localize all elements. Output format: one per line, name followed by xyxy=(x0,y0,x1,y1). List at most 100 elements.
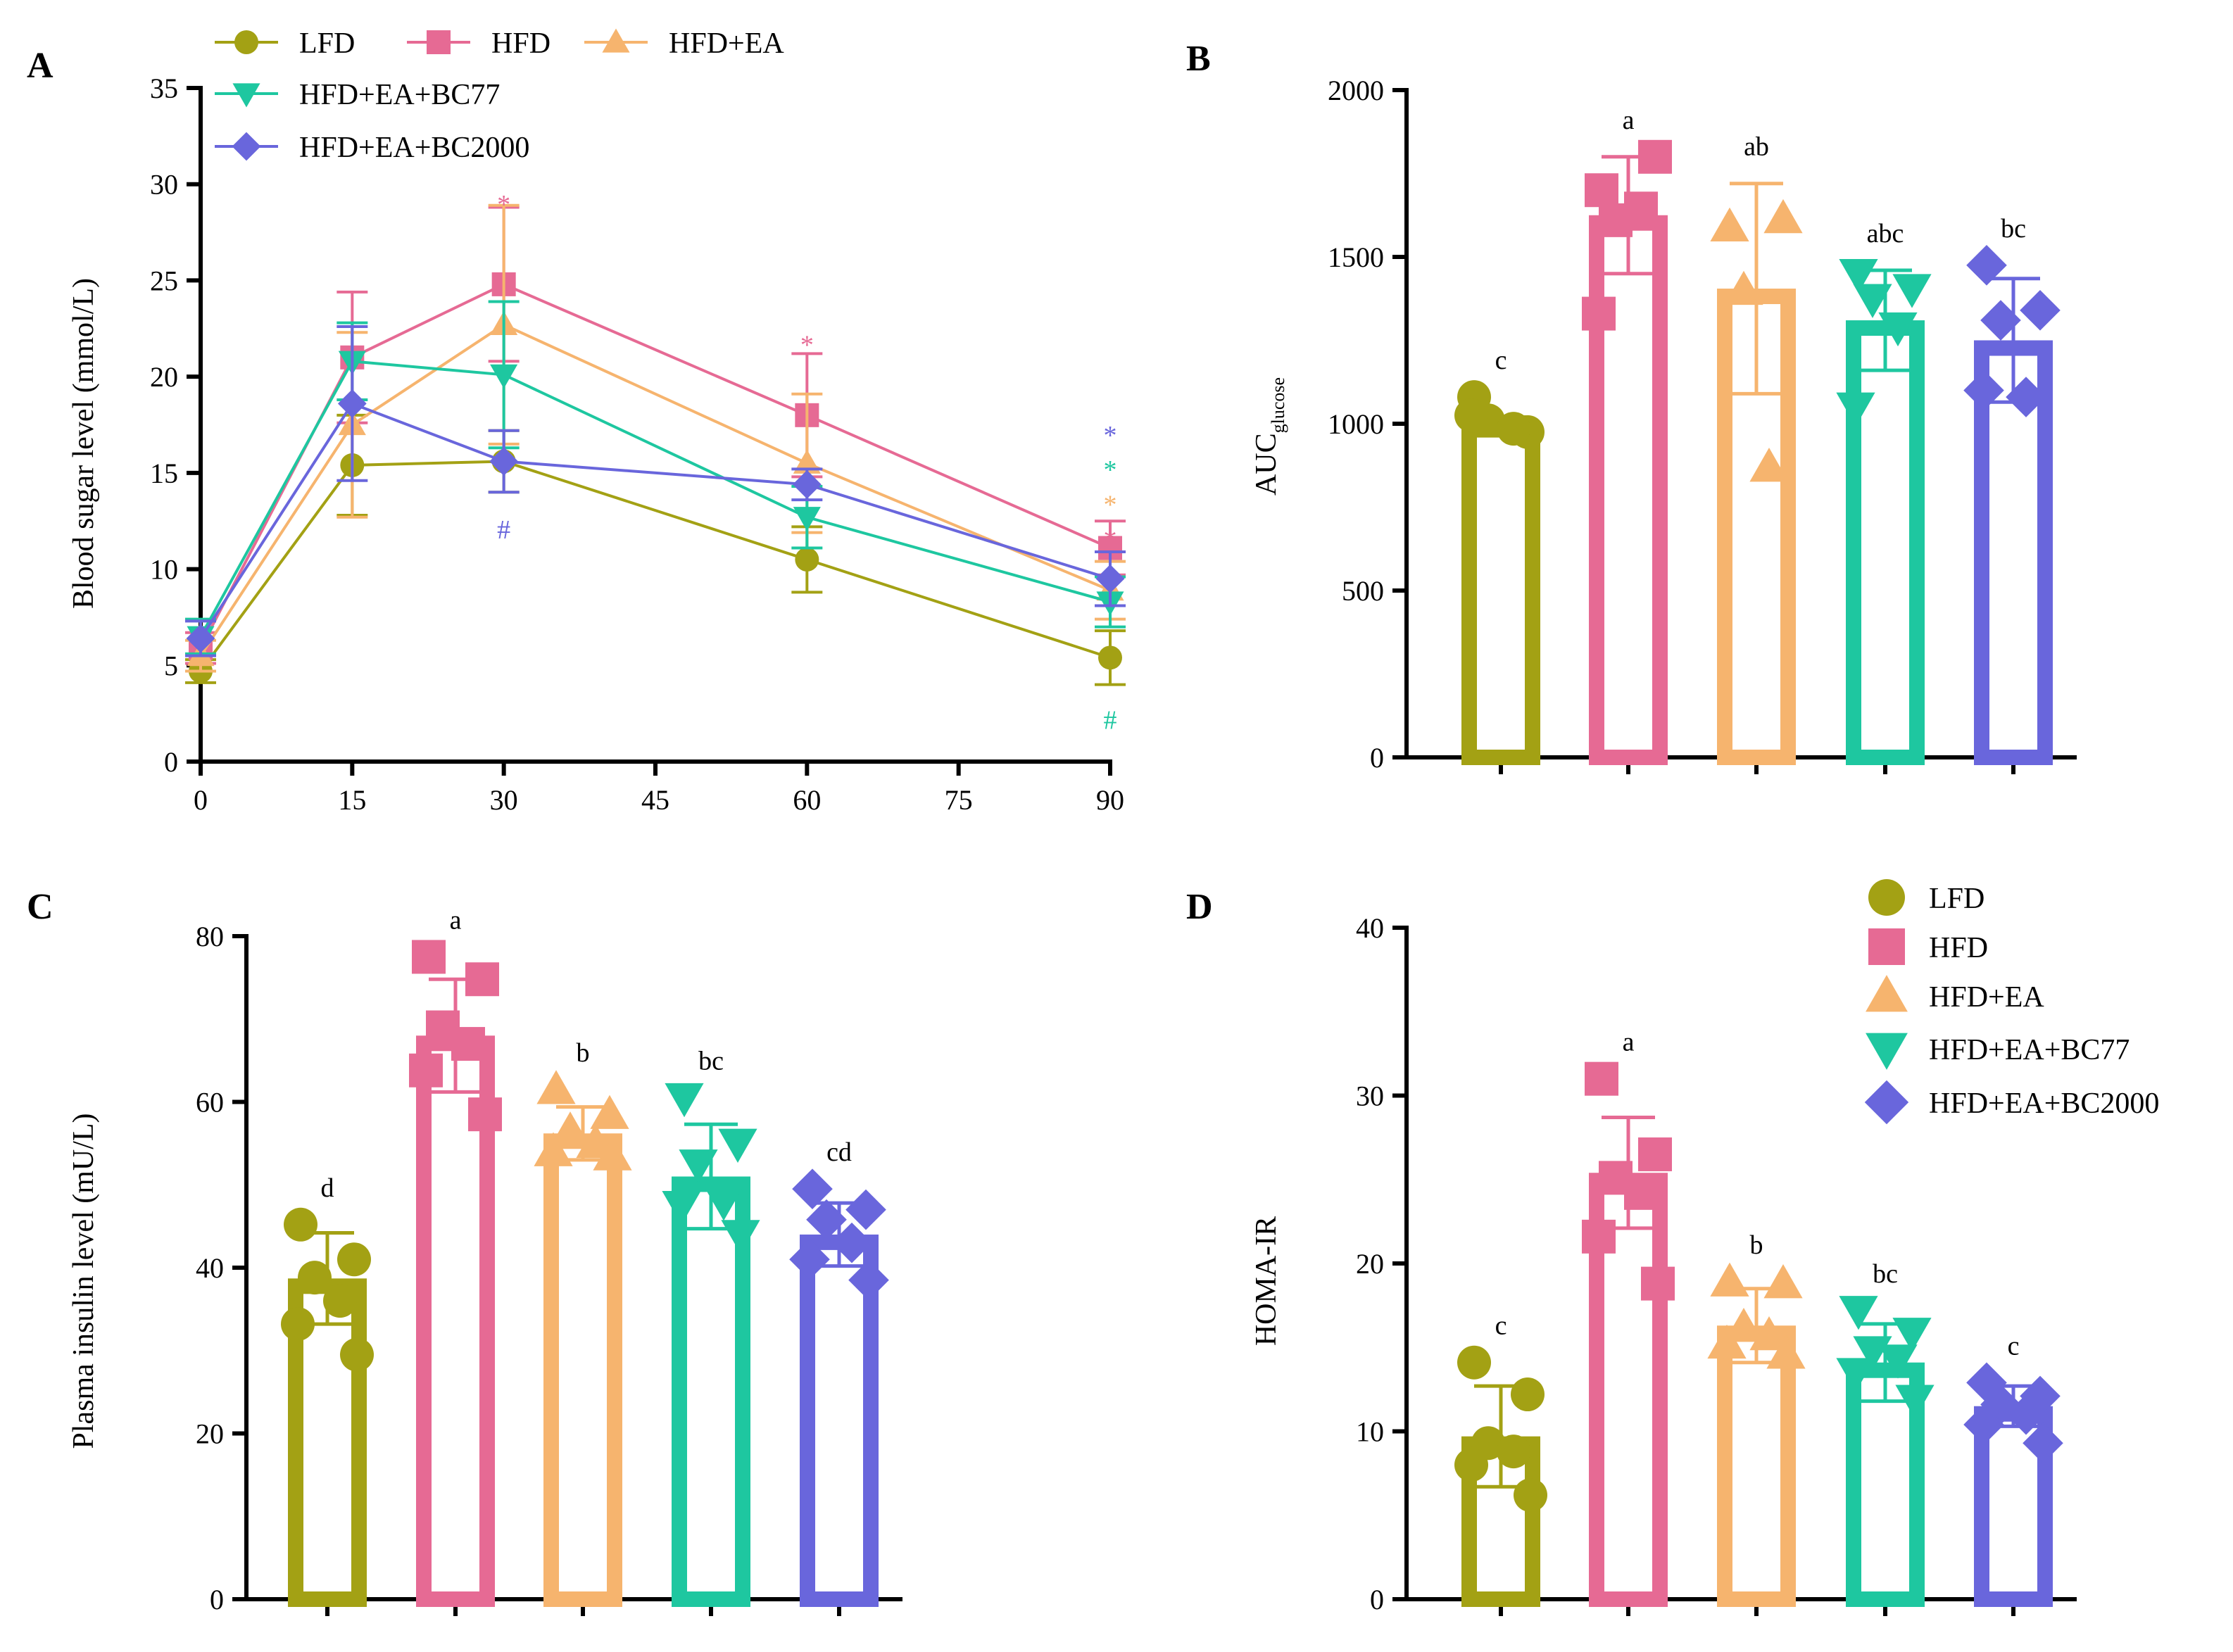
panel-c-bar-chart: 0 20 40 60 80 Plasma insulin level (mU/L) d a… xyxy=(68,905,902,1616)
data-point-hfd-ea-bc77 xyxy=(1878,312,1918,347)
data-point-hfd-ea-bc2000 xyxy=(2006,1394,2046,1435)
data-point-hfd-ea-bc77 xyxy=(665,1083,704,1118)
data-point-hfd xyxy=(1638,139,1672,174)
bar-hfd-ea-bc2000 xyxy=(800,1234,879,1608)
data-point-hfd-ea xyxy=(534,1132,573,1166)
data-point-hfd-ea-bc2000 xyxy=(186,624,215,653)
legend-marker xyxy=(1868,879,1905,916)
data-point-hfd-ea xyxy=(1749,1316,1789,1351)
significance-letter: c xyxy=(1495,346,1507,375)
data-point-hfd-ea-bc2000 xyxy=(845,1189,886,1230)
panel-a-line-chart: 0 5 10 15 20 25 30 35 0 15 30 45 60 75 90 Blood sugar … xyxy=(68,27,1126,816)
legend-label: HFD+EA+BC2000 xyxy=(299,132,529,164)
panel-d-y-tick-label: 10 xyxy=(1356,1416,1384,1448)
data-point-hfd-ea-bc77 xyxy=(1836,1358,1875,1392)
legend-item-hfd-ea-bc77: HFD+EA+BC77 xyxy=(1866,1033,2130,1070)
panel-d-y-axis-label: HOMA-IR xyxy=(1250,1216,1283,1346)
data-point-hfd-ea xyxy=(1763,1264,1803,1299)
series-hfd xyxy=(185,206,1126,665)
panel-letter-c: C xyxy=(27,887,54,927)
panel-d-y-tick-label: 0 xyxy=(1370,1584,1384,1615)
panel-b-y-axis-label-main: AUC xyxy=(1250,433,1283,496)
data-point-lfd xyxy=(1454,1448,1488,1482)
series-line-lfd xyxy=(199,460,1111,672)
significance-letter: abc xyxy=(1867,219,1904,248)
data-point-hfd-ea xyxy=(1710,1262,1749,1297)
panel-a-y-tick-label: 5 xyxy=(164,650,178,681)
data-point-hfd-ea-bc77 xyxy=(1839,259,1878,294)
bar-group-hfd: a xyxy=(409,905,502,1608)
legend-item-lfd: LFD xyxy=(215,27,355,60)
data-point-hfd-ea-bc77 xyxy=(1853,284,1892,318)
data-point-hfd xyxy=(1582,1219,1616,1254)
panel-c-bars: d a b bc cd xyxy=(281,905,889,1608)
panel-b-y-axis-label-sub: glucose xyxy=(1268,377,1288,433)
significance-letter: b xyxy=(1750,1230,1763,1260)
panel-a-y-tick-label: 30 xyxy=(150,169,178,201)
panel-b-y-tick-label: 1000 xyxy=(1328,408,1384,440)
legend-item-hfd-ea-bc2000: HFD+EA+BC2000 xyxy=(1864,1080,2159,1125)
panel-a-y-tick-label: 35 xyxy=(150,72,178,104)
bar-group-hfd: a xyxy=(1582,1028,1675,1607)
data-point-hfd-ea xyxy=(551,1111,590,1146)
legend-marker xyxy=(234,30,258,54)
data-point-lfd xyxy=(1457,1345,1491,1380)
panel-a-y-tick-label: 10 xyxy=(150,554,178,586)
bar-group-hfd: a xyxy=(1582,106,1672,765)
data-point-hfd-ea-bc77 xyxy=(704,1187,743,1221)
data-point-hfd-ea xyxy=(1766,1335,1806,1369)
data-point-hfd-ea-bc2000 xyxy=(2020,290,2061,331)
significance-letter: d xyxy=(321,1173,334,1203)
legend-item-hfd-ea-bc2000: HFD+EA+BC2000 xyxy=(215,132,529,164)
series-line-hfd xyxy=(199,282,1111,649)
data-point-hfd xyxy=(1585,1061,1618,1096)
panel-a-x-tick-label: 60 xyxy=(793,784,821,816)
panel-a-axes: 0 5 10 15 20 25 30 35 0 15 30 45 60 75 90 xyxy=(150,72,1124,816)
series-line-hfd-ea-bc77 xyxy=(199,360,1111,638)
panel-a-series xyxy=(185,203,1126,686)
data-point-hfd xyxy=(468,1097,502,1132)
panel-a-y-tick-label: 0 xyxy=(164,746,178,778)
legend-item-hfd-ea: HFD+EA xyxy=(584,27,784,60)
bar-group-lfd: c xyxy=(1454,346,1545,765)
data-point-hfd-ea-bc77 xyxy=(490,364,518,389)
bar-group-hfd-ea-bc77: bc xyxy=(1836,1259,1935,1607)
legend-marker xyxy=(232,83,260,108)
data-point-hfd xyxy=(1641,1266,1675,1301)
data-point-hfd-ea-bc2000 xyxy=(2006,377,2046,417)
significance-letter: a xyxy=(1623,106,1635,135)
bar-group-hfd-ea-bc77: abc xyxy=(1836,219,1932,765)
panel-d-bar-chart: 0 10 20 30 40 HOMA-IR c a b bc c LFD HFD HFD+EA HFD… xyxy=(1250,879,2159,1616)
panel-a-x-tick-label: 45 xyxy=(641,784,669,816)
data-point-hfd-ea xyxy=(536,1070,576,1104)
data-point-hfd-ea-bc77 xyxy=(721,1220,760,1254)
panel-c-y-tick-label: 80 xyxy=(196,921,224,952)
legend-label: HFD xyxy=(1929,932,1988,964)
data-point-hfd-ea-bc2000 xyxy=(1980,300,2021,341)
panel-d-legend: LFD HFD HFD+EA HFD+EA+BC77 HFD+EA+BC2000 xyxy=(1864,879,2159,1125)
panel-a-x-tick-label: 90 xyxy=(1096,784,1124,816)
data-point-hfd xyxy=(409,1053,443,1087)
legend-label: HFD+EA+BC77 xyxy=(1929,1034,2130,1066)
panel-d-y-tick-label: 40 xyxy=(1356,912,1384,944)
series-hfd-ea xyxy=(185,203,1126,673)
data-point-hfd xyxy=(1638,1137,1672,1171)
legend-label: HFD+EA xyxy=(1929,981,2044,1014)
series-line-hfd-ea-bc2000 xyxy=(199,401,1111,640)
significance-letter: bc xyxy=(1873,1259,1898,1289)
panel-a-legend: LFD HFD HFD+EA HFD+EA+BC77 HFD+EA+BC2000 xyxy=(215,27,784,164)
significance-mark: * xyxy=(1104,455,1117,485)
bar-lfd xyxy=(1461,422,1540,765)
significance-letter: b xyxy=(577,1038,590,1068)
panel-b-y-axis-label: AUCglucose xyxy=(1250,377,1288,496)
bar-hfd-ea xyxy=(543,1133,622,1607)
data-point-hfd xyxy=(1624,1175,1658,1210)
significance-letter: c xyxy=(2008,1331,2020,1361)
panel-c-y-tick-label: 0 xyxy=(210,1584,224,1615)
bar-group-hfd-ea-bc2000: bc xyxy=(1963,214,2061,765)
series-lfd xyxy=(185,413,1126,686)
data-point-hfd-ea-bc77 xyxy=(1878,1344,1918,1379)
data-point-lfd xyxy=(281,1307,315,1342)
data-point-hfd-ea xyxy=(1763,198,1803,234)
significance-mark: # xyxy=(497,515,510,545)
